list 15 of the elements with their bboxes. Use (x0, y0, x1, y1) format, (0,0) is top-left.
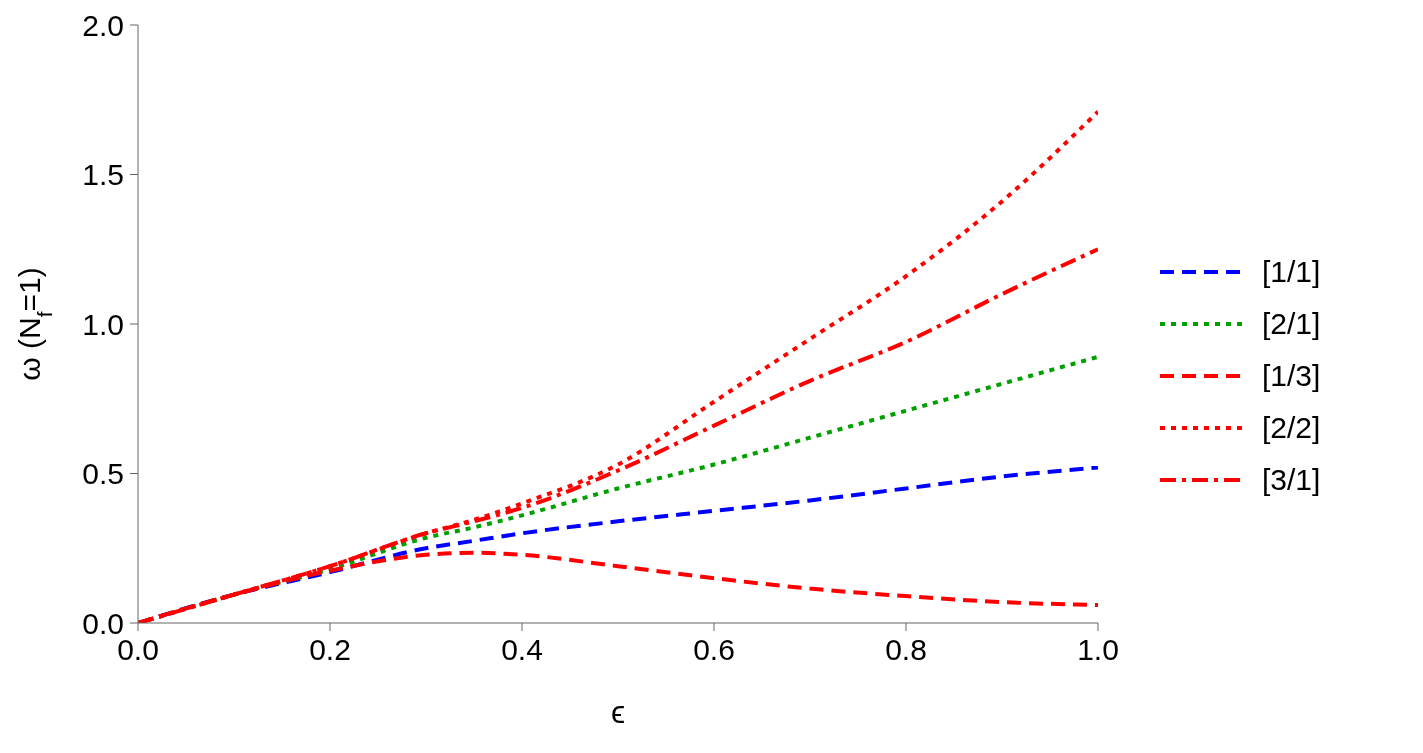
legend-label: [2/2] (1262, 410, 1321, 445)
x-tick-label: 1.0 (1077, 633, 1119, 667)
x-tick-label: 0.6 (693, 633, 735, 667)
x-tick-label: 0.2 (309, 633, 351, 667)
y-tick-label: 1.0 (82, 307, 124, 341)
y-tick-label: 1.5 (82, 158, 124, 192)
y-tick-label: 2.0 (82, 8, 124, 42)
y-tick-label: 0.5 (82, 457, 124, 491)
legend-label: [2/1] (1262, 306, 1321, 341)
x-tick-label: 0.8 (885, 633, 927, 667)
legend-label: [1/3] (1262, 358, 1321, 393)
x-tick-label: 0.4 (501, 633, 543, 667)
x-axis-title: ϵ (610, 694, 626, 730)
legend-label: [3/1] (1262, 462, 1321, 497)
legend-label: [1/1] (1262, 254, 1321, 289)
